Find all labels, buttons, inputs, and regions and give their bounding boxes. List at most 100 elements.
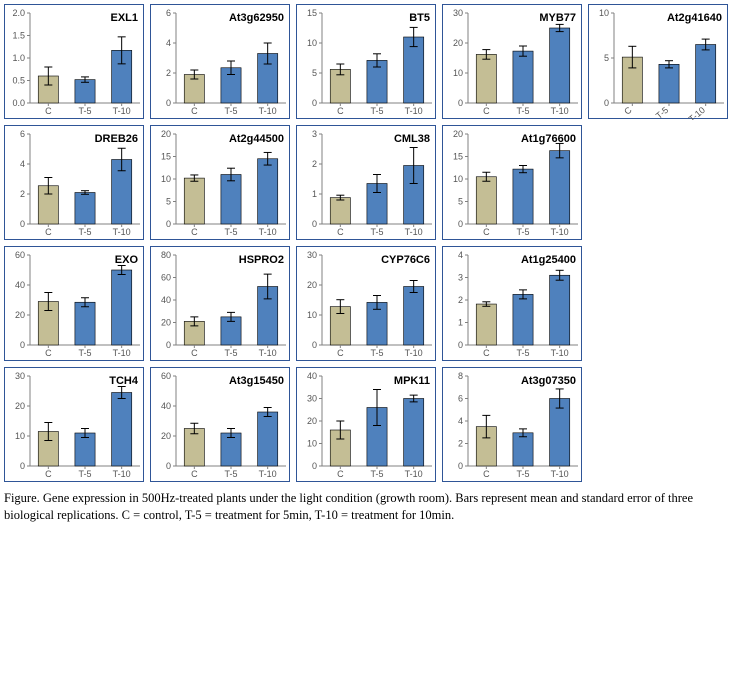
svg-text:15: 15 [307, 8, 317, 18]
bar [221, 175, 241, 225]
svg-text:0: 0 [166, 461, 171, 471]
svg-text:C: C [337, 227, 344, 237]
svg-text:60: 60 [161, 371, 171, 381]
svg-text:0: 0 [20, 219, 25, 229]
svg-text:C: C [45, 227, 52, 237]
svg-text:T-5: T-5 [370, 348, 383, 358]
svg-text:C: C [45, 348, 52, 358]
bar [476, 54, 496, 103]
svg-text:8: 8 [458, 371, 463, 381]
chart-panel: 05101520CT-5T-10At1g76600 [442, 125, 582, 240]
bar [75, 302, 95, 345]
chart-panel: 0102030CT-5T-10CYP76C6 [296, 246, 436, 361]
figure-caption: Figure. Gene expression in 500Hz-treated… [4, 490, 714, 524]
chart-panel-svg: 02468CT-5T-10At3g07350 [443, 368, 583, 483]
svg-text:40: 40 [161, 295, 171, 305]
chart-panel-svg: 0102030CT-5T-10CYP76C6 [297, 247, 437, 362]
svg-text:T-5: T-5 [654, 105, 670, 120]
svg-text:10: 10 [161, 174, 171, 184]
svg-text:4: 4 [458, 250, 463, 260]
svg-text:5: 5 [312, 68, 317, 78]
chart-title: EXO [115, 254, 139, 266]
svg-text:0: 0 [166, 219, 171, 229]
bar [258, 412, 278, 466]
chart-panel: 0246CT-5T-10At3g62950 [150, 4, 290, 119]
svg-text:T-5: T-5 [224, 227, 237, 237]
svg-text:T-10: T-10 [405, 469, 423, 479]
svg-text:1: 1 [312, 189, 317, 199]
svg-text:0: 0 [312, 461, 317, 471]
svg-text:30: 30 [307, 394, 317, 404]
svg-text:T-5: T-5 [516, 227, 529, 237]
svg-text:0: 0 [312, 340, 317, 350]
chart-panel: 020406080CT-5T-10HSPRO2 [150, 246, 290, 361]
chart-title: HSPRO2 [239, 254, 284, 266]
chart-panel-svg: 051015CT-5T-10BT5 [297, 5, 437, 120]
svg-text:0: 0 [166, 98, 171, 108]
svg-text:20: 20 [161, 318, 171, 328]
bar [404, 287, 424, 346]
svg-text:C: C [337, 106, 344, 116]
svg-text:20: 20 [453, 129, 463, 139]
svg-text:T-5: T-5 [78, 106, 91, 116]
svg-text:0.5: 0.5 [12, 76, 25, 86]
bar [112, 270, 132, 345]
svg-text:80: 80 [161, 250, 171, 260]
chart-title: At3g62950 [229, 12, 284, 24]
svg-text:2: 2 [166, 68, 171, 78]
svg-text:T-10: T-10 [687, 105, 707, 120]
svg-text:1.0: 1.0 [12, 53, 25, 63]
chart-panel: 010203040CT-5T-10MPK11 [296, 367, 436, 482]
chart-title: DREB26 [95, 133, 138, 145]
svg-text:C: C [483, 106, 490, 116]
chart-panel-svg: 05101520CT-5T-10At1g76600 [443, 126, 583, 241]
svg-text:T-10: T-10 [405, 348, 423, 358]
svg-text:15: 15 [453, 152, 463, 162]
svg-text:6: 6 [20, 129, 25, 139]
bar [513, 51, 533, 103]
chart-title: At1g76600 [521, 133, 576, 145]
svg-text:T-10: T-10 [113, 348, 131, 358]
svg-text:T-10: T-10 [551, 348, 569, 358]
svg-text:0: 0 [458, 461, 463, 471]
svg-text:T-5: T-5 [78, 348, 91, 358]
svg-text:40: 40 [307, 371, 317, 381]
svg-text:40: 40 [15, 280, 25, 290]
bar [75, 80, 95, 103]
svg-text:C: C [622, 105, 634, 117]
svg-text:T-5: T-5 [78, 227, 91, 237]
chart-panel-svg: 010203040CT-5T-10MPK11 [297, 368, 437, 483]
empty-cell [588, 367, 728, 482]
svg-text:C: C [483, 348, 490, 358]
bar [550, 28, 570, 103]
chart-title: TCH4 [109, 375, 139, 387]
svg-text:2: 2 [312, 159, 317, 169]
svg-text:T-10: T-10 [405, 106, 423, 116]
bar [550, 275, 570, 345]
svg-text:5: 5 [604, 53, 609, 63]
svg-text:T-10: T-10 [259, 227, 277, 237]
chart-panel-svg: 0102030CT-5T-10MYB77 [443, 5, 583, 120]
svg-text:3: 3 [312, 129, 317, 139]
chart-title: EXL1 [110, 12, 138, 24]
bar [550, 151, 570, 224]
chart-panel-svg: 0102030CT-5T-10TCH4 [5, 368, 145, 483]
svg-text:T-10: T-10 [113, 106, 131, 116]
svg-text:T-5: T-5 [370, 469, 383, 479]
svg-text:4: 4 [20, 159, 25, 169]
chart-panel: 0204060CT-5T-10At3g15450 [150, 367, 290, 482]
chart-panel: 02468CT-5T-10At3g07350 [442, 367, 582, 482]
svg-text:10: 10 [307, 38, 317, 48]
svg-text:60: 60 [161, 273, 171, 283]
svg-text:T-5: T-5 [224, 106, 237, 116]
svg-text:15: 15 [161, 152, 171, 162]
svg-text:T-10: T-10 [551, 106, 569, 116]
svg-text:C: C [337, 469, 344, 479]
bar [513, 169, 533, 224]
svg-text:T-10: T-10 [551, 469, 569, 479]
svg-text:C: C [191, 348, 198, 358]
svg-text:C: C [483, 227, 490, 237]
svg-text:6: 6 [166, 8, 171, 18]
svg-text:20: 20 [15, 310, 25, 320]
svg-text:0: 0 [312, 98, 317, 108]
